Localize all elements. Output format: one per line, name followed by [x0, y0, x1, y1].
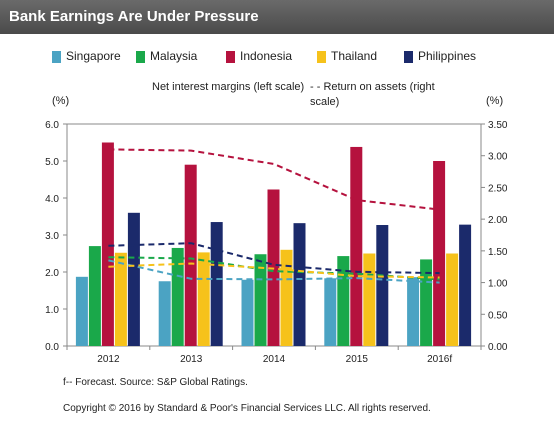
legend-label: Malaysia [150, 49, 198, 63]
roa-line-malaysia [108, 256, 440, 281]
bar-philippines-2016f [459, 224, 472, 346]
bar-malaysia-2012 [88, 246, 101, 346]
bar-thailand-2016f [446, 253, 459, 346]
left-axis-unit: (%) [52, 95, 70, 107]
left-axis-tick-label: 5.0 [45, 157, 59, 168]
right-axis-tick-label: 0.50 [488, 310, 508, 321]
bar-indonesia-2016f [433, 161, 446, 346]
right-axis-tick-label: 3.50 [488, 120, 508, 131]
roa-line-philippines [108, 242, 440, 275]
legend-label: Philippines [418, 49, 477, 63]
left-axis-tick-label: 6.0 [45, 120, 59, 131]
legend-label: Singapore [66, 49, 121, 63]
right-axis-tick-label: 2.00 [488, 215, 508, 226]
legend-swatch [317, 51, 326, 63]
bar-indonesia-2015 [350, 146, 363, 346]
x-axis-tick-label: 2016f [427, 354, 452, 365]
bar-indonesia-2013 [184, 164, 197, 346]
bar-thailand-2012 [114, 252, 127, 346]
roa-note: - - Return on assets (right scale) [310, 81, 435, 108]
right-axis-tick-label: 1.50 [488, 247, 508, 258]
bar-thailand-2014 [280, 249, 293, 346]
bar-indonesia-2012 [101, 142, 114, 346]
chart-header: Bank Earnings Are Under Pressure [0, 0, 554, 34]
legend-label: Indonesia [240, 49, 293, 63]
bar-philippines-2013 [210, 222, 223, 346]
bar-singapore-2012 [75, 276, 88, 346]
bar-philippines-2015 [376, 225, 389, 346]
right-axis-tick-label: 1.00 [488, 279, 508, 290]
bar-philippines-2014 [293, 223, 306, 346]
legend-swatch [52, 51, 61, 63]
copyright: Copyright © 2016 by Standard & Poor's Fi… [63, 403, 431, 414]
x-axis-tick-label: 2012 [97, 354, 120, 365]
legend-swatch [404, 51, 413, 63]
bar-malaysia-2014 [254, 254, 267, 346]
right-axis-tick-label: 0.00 [488, 342, 508, 353]
footnote: f-- Forecast. Source: S&P Global Ratings… [63, 377, 248, 388]
left-axis-tick-label: 1.0 [45, 305, 59, 316]
nim-note: Net interest margins (left scale) [152, 81, 305, 93]
roa-line-thailand [108, 262, 440, 279]
x-axis-tick-label: 2013 [180, 354, 203, 365]
bar-singapore-2015 [324, 278, 337, 346]
x-axis-tick-label: 2015 [346, 354, 369, 365]
bar-malaysia-2013 [171, 247, 184, 346]
left-axis-tick-label: 4.0 [45, 194, 59, 205]
left-axis-tick-label: 0.0 [45, 342, 59, 353]
bar-singapore-2013 [158, 281, 171, 346]
chart-title: Bank Earnings Are Under Pressure [9, 8, 259, 25]
left-axis-tick-label: 3.0 [45, 231, 59, 242]
bar-singapore-2016f [407, 277, 420, 346]
right-axis-tick-label: 2.50 [488, 183, 508, 194]
legend-label: Thailand [331, 49, 378, 63]
right-axis-unit: (%) [486, 95, 504, 107]
legend-swatch [226, 51, 235, 63]
legend-swatch [136, 51, 145, 63]
roa-line-indonesia [108, 148, 440, 211]
bar-thailand-2013 [197, 252, 210, 346]
x-axis-tick-label: 2014 [263, 354, 286, 365]
bar-thailand-2015 [363, 253, 376, 346]
bar-philippines-2012 [127, 212, 140, 346]
bar-singapore-2014 [241, 279, 254, 346]
right-axis-tick-label: 3.00 [488, 152, 508, 163]
left-axis-tick-label: 2.0 [45, 268, 59, 279]
